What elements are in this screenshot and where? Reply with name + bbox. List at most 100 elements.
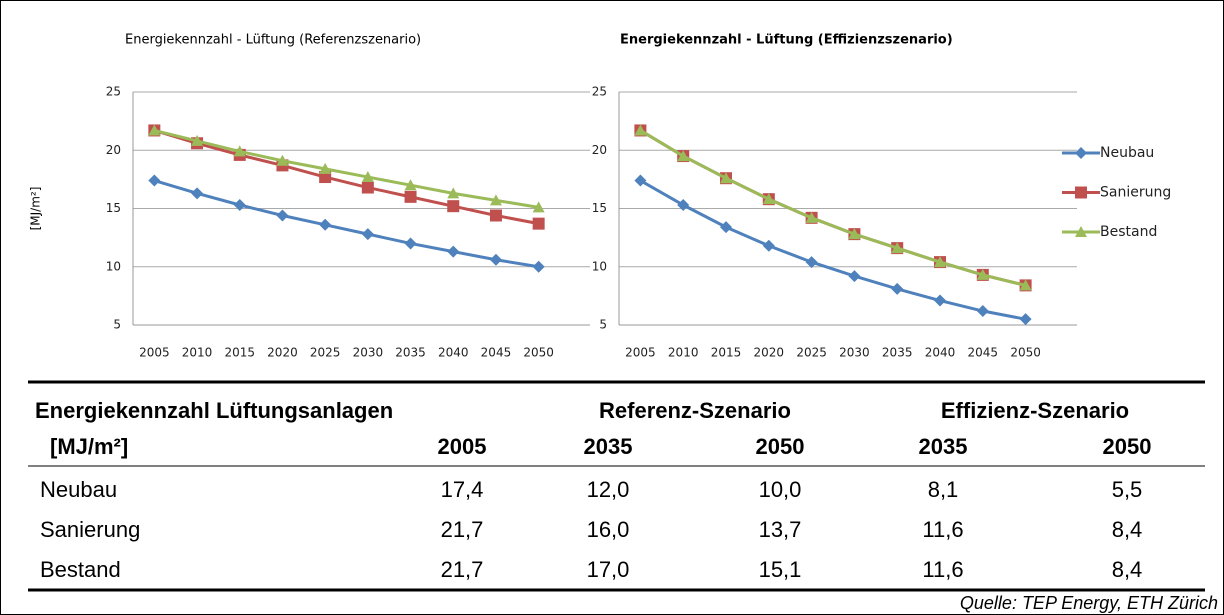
line (153, 129, 539, 226)
x-tick-label: 2035 (882, 346, 913, 360)
marker (532, 201, 545, 213)
marker (148, 124, 161, 136)
marker (191, 134, 204, 146)
marker (634, 124, 647, 136)
marker (191, 187, 204, 200)
y-tick-label: 5 (599, 318, 607, 332)
marker (233, 199, 246, 212)
x-tick-label: 2010 (182, 346, 213, 360)
marker (934, 256, 946, 268)
marker (404, 179, 417, 191)
marker (976, 268, 989, 280)
table-cell: 17,0 (587, 557, 630, 582)
marker (361, 181, 374, 194)
y-tick-label: 25 (592, 85, 607, 99)
marker (891, 282, 904, 295)
table-header: Effizienz-Szenario (941, 398, 1129, 423)
marker (848, 228, 861, 240)
marker (319, 162, 332, 174)
chart-title: Energiekennzahl - Lüftung (Effizienzszen… (620, 33, 953, 48)
x-tick-label: 2040 (925, 346, 956, 360)
marker (720, 221, 732, 234)
table-cell: 8,4 (1112, 517, 1143, 542)
x-tick-label: 2035 (395, 346, 426, 360)
legend-label: Sanierung (1100, 185, 1171, 201)
y-tick-label: 20 (592, 143, 607, 157)
marker (361, 228, 374, 241)
marker (404, 190, 417, 203)
y-tick-label: 10 (592, 259, 607, 273)
marker (976, 305, 989, 318)
x-tick-label: 2005 (139, 346, 170, 360)
marker (233, 145, 246, 157)
marker (677, 199, 690, 212)
marker (762, 193, 775, 205)
table-header: Energiekennzahl Lüftungsanlagen (35, 398, 393, 423)
marker (1019, 279, 1032, 291)
x-tick-label: 2050 (1010, 346, 1041, 360)
row-label: Sanierung (40, 517, 140, 542)
marker (276, 154, 289, 166)
x-tick-label: 2025 (310, 346, 341, 360)
table-cell: 11,6 (922, 517, 963, 542)
marker (762, 239, 775, 252)
x-tick-label: 2045 (481, 346, 512, 360)
row-label: Neubau (40, 477, 117, 502)
y-tick-label: 15 (592, 201, 607, 215)
x-tick-label: 2045 (968, 346, 999, 360)
table-cell: 17,4 (441, 477, 484, 502)
marker (1019, 313, 1032, 326)
y-tick-label: 5 (113, 318, 121, 332)
table-cell: 8,1 (928, 477, 959, 502)
x-tick-label: 2030 (839, 346, 870, 360)
marker (404, 237, 417, 250)
marker (1075, 147, 1087, 159)
marker (447, 187, 460, 199)
y-tick-label: 20 (106, 143, 121, 157)
y-axis-label: [MJ/m²] (29, 187, 43, 231)
marker (489, 194, 502, 206)
marker (447, 245, 460, 258)
legend-label: Bestand (1100, 224, 1157, 240)
x-tick-label: 2005 (625, 346, 656, 360)
table-cell: 21,7 (441, 557, 484, 582)
y-tick-label: 15 (106, 201, 121, 215)
marker (720, 172, 732, 184)
marker (447, 200, 460, 213)
table-header: Referenz-Szenario (599, 398, 791, 423)
marker (361, 171, 374, 183)
marker (276, 209, 289, 222)
line (153, 128, 539, 209)
table-cell: 16,0 (587, 517, 630, 542)
table-cell: 11,6 (922, 557, 963, 582)
marker (891, 242, 904, 254)
marker (1075, 186, 1087, 199)
x-tick-label: 2015 (224, 346, 255, 360)
legend-label: Neubau (1100, 145, 1154, 161)
marker (1075, 226, 1087, 237)
marker (677, 150, 690, 162)
table-cell: 5,5 (1112, 477, 1143, 502)
line (639, 179, 1026, 321)
table-cell: 8,4 (1112, 557, 1143, 582)
source-note: Quelle: TEP Energy, ETH Zürich (960, 593, 1218, 613)
table-cell: 15,1 (759, 557, 802, 582)
row-label: Bestand (40, 557, 121, 582)
marker (805, 256, 818, 269)
x-tick-label: 2030 (353, 346, 384, 360)
chart-title: Energiekennzahl - Lüftung (Referenzszena… (125, 33, 421, 48)
table-cell: 21,7 (441, 517, 484, 542)
marker (848, 270, 861, 283)
marker (532, 260, 545, 273)
marker (489, 209, 502, 222)
x-tick-label: 2020 (754, 346, 785, 360)
table-cell: 10,0 (759, 477, 802, 502)
marker (805, 211, 818, 223)
table-header: [MJ/m²] (50, 434, 128, 459)
x-tick-label: 2020 (267, 346, 298, 360)
marker (319, 171, 332, 184)
x-tick-label: 2015 (711, 346, 742, 360)
y-tick-label: 25 (106, 85, 121, 99)
marker (634, 174, 647, 187)
